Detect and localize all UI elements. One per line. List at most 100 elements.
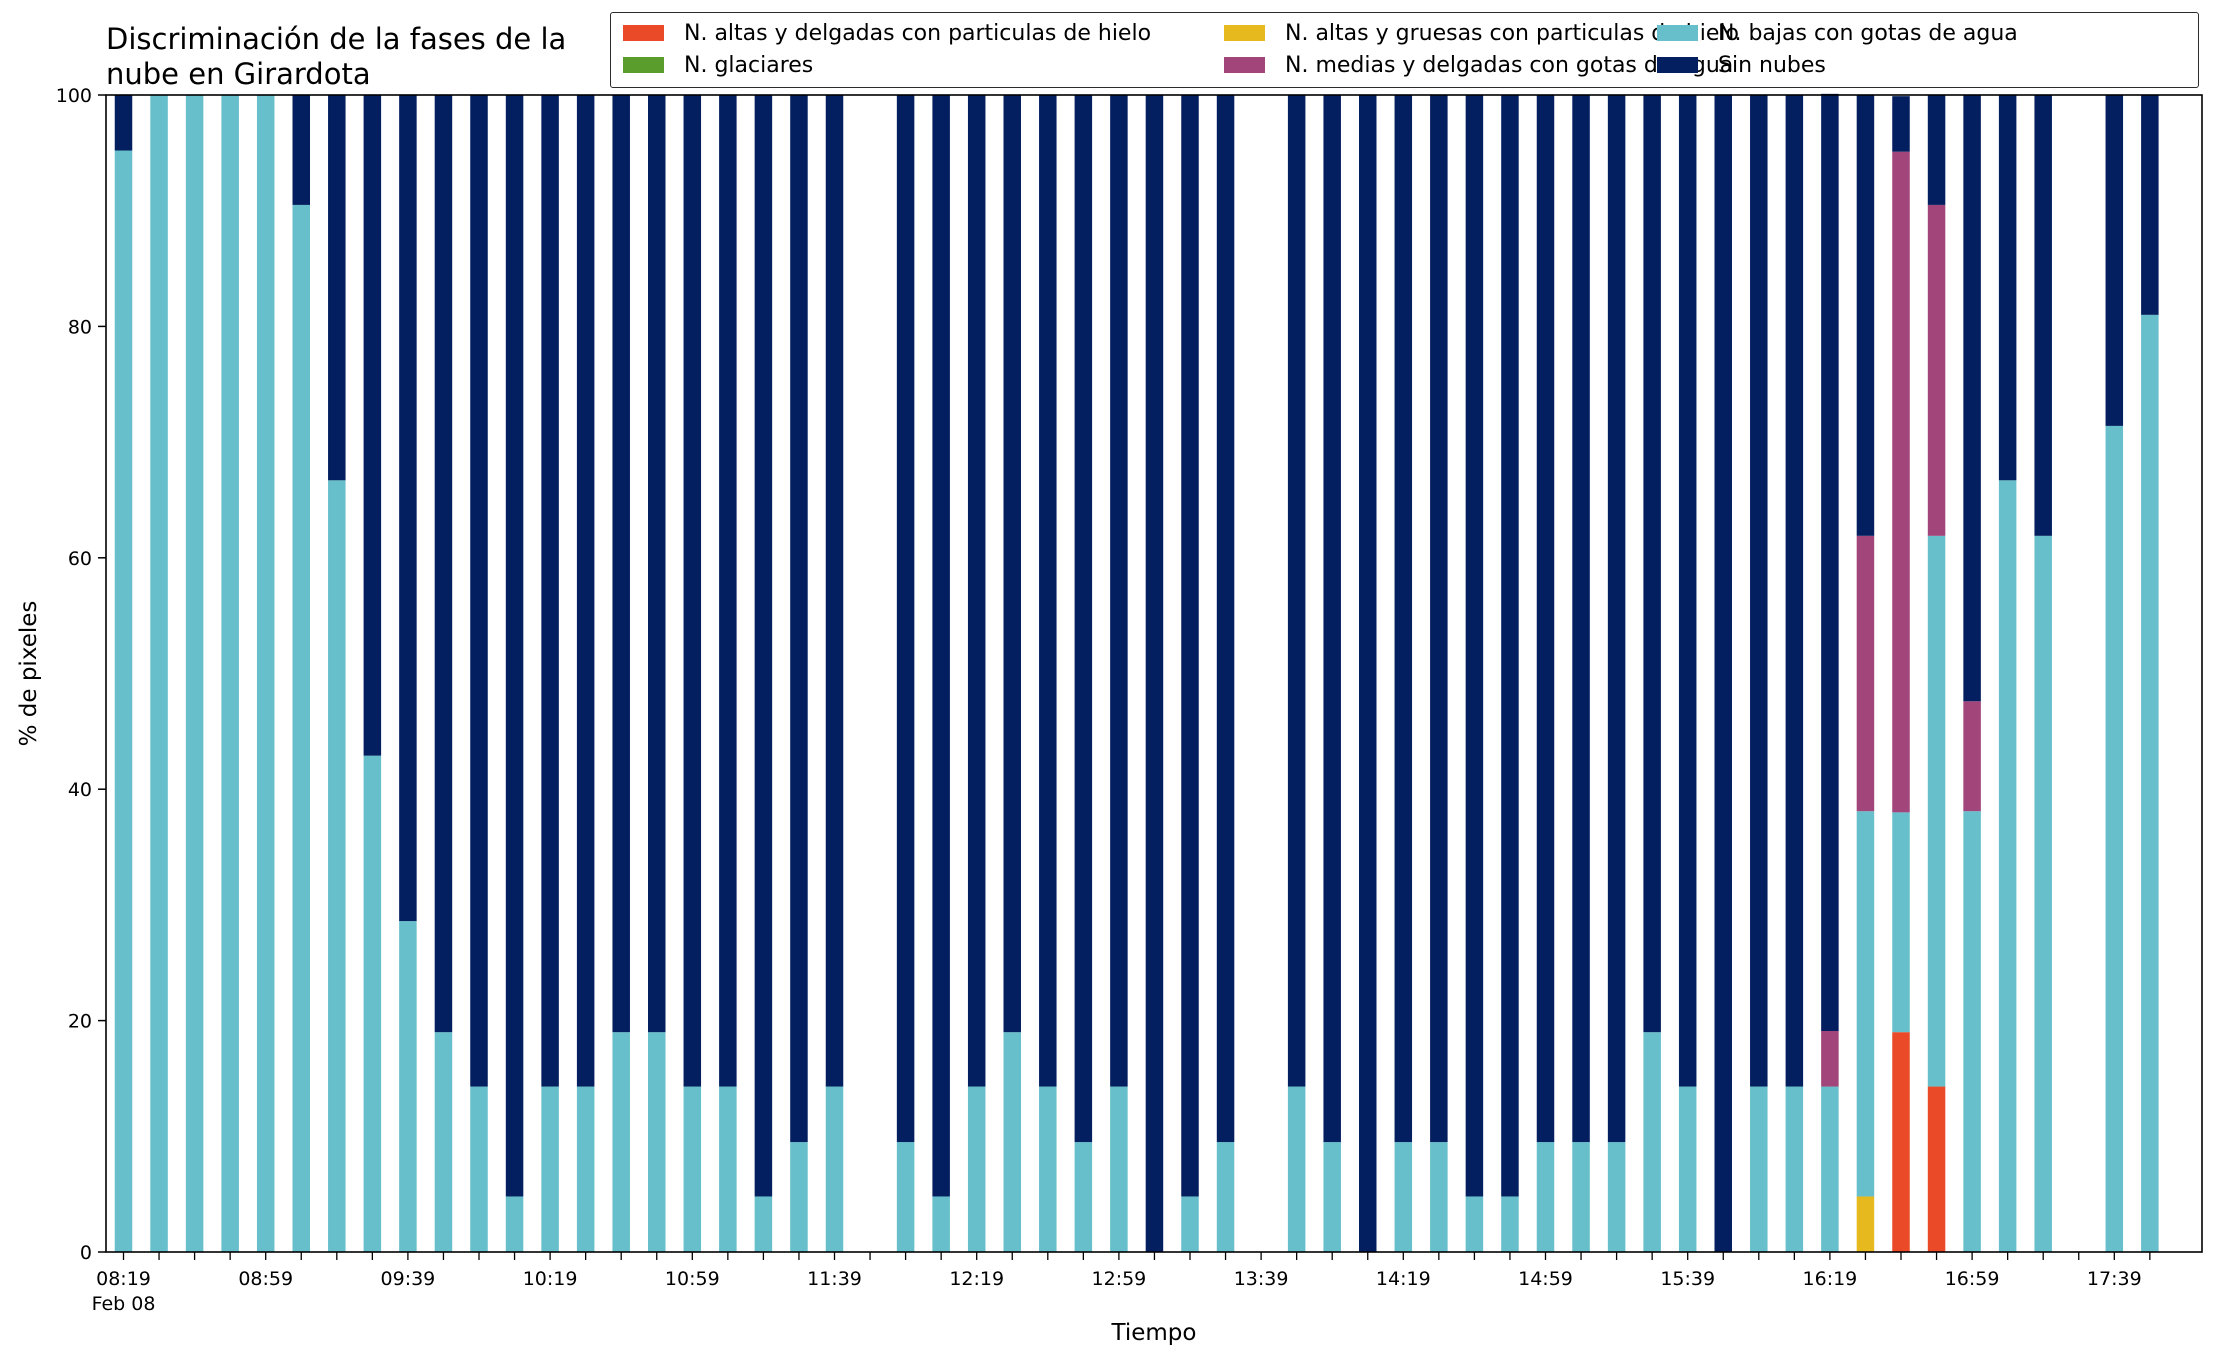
x-tick-label-15:39: 15:39 xyxy=(1660,1268,1715,1290)
x-tick-label-10:19: 10:19 xyxy=(523,1268,578,1290)
bar-segment-50-series-4 xyxy=(1892,151,1910,813)
bar-segment-16-series-5 xyxy=(683,95,702,1087)
bar-segment-26-series-2 xyxy=(1039,1086,1057,1252)
x-tick-sublabel: Feb 08 xyxy=(92,1293,156,1315)
legend-swatch xyxy=(1657,25,1698,41)
bar-segment-33-series-5 xyxy=(1287,95,1306,1087)
bar-segment-11-series-2 xyxy=(505,1196,524,1252)
x-tick-label-08:59: 08:59 xyxy=(238,1268,293,1290)
bar-segment-9-series-5 xyxy=(434,95,453,1033)
y-tick-label-100: 100 xyxy=(56,85,92,107)
bar-segment-24-series-5 xyxy=(967,95,986,1087)
legend-item-3: N. glaciares xyxy=(623,50,813,80)
bar-segment-27-series-5 xyxy=(1074,95,1093,1143)
bar-segment-36-series-2 xyxy=(1394,1142,1413,1252)
bar-segment-52-series-2 xyxy=(1963,811,1981,1252)
x-tick-label-14:19: 14:19 xyxy=(1376,1268,1431,1290)
bar-segment-7-series-5 xyxy=(363,95,382,756)
bar-segment-34-series-5 xyxy=(1323,95,1341,1143)
bar-segment-37-series-2 xyxy=(1430,1142,1448,1252)
bar-segment-25-series-5 xyxy=(1003,95,1021,1033)
legend-swatch xyxy=(1224,57,1265,73)
bar-segment-26-series-5 xyxy=(1039,95,1057,1087)
bar-segment-27-series-2 xyxy=(1074,1142,1093,1252)
x-tick-label-13:39: 13:39 xyxy=(1234,1268,1289,1290)
bar-segment-47-series-2 xyxy=(1785,1086,1804,1252)
bar-segment-4-series-2 xyxy=(256,95,275,1252)
y-axis-label: % de pixeles xyxy=(16,601,42,747)
bar-segment-31-series-5 xyxy=(1216,95,1235,1143)
y-tick-label-80: 80 xyxy=(68,316,92,338)
bar-segment-48-series-4 xyxy=(1821,1031,1839,1087)
bar-segment-50-series-0 xyxy=(1892,1032,1910,1252)
legend-item-5: Sin nubes xyxy=(1657,50,1826,80)
bar-segment-12-series-5 xyxy=(541,95,559,1087)
bar-segment-51-series-5 xyxy=(1927,95,1946,205)
bar-segment-28-series-2 xyxy=(1110,1086,1128,1252)
bar-segment-10-series-2 xyxy=(470,1086,488,1252)
chart-title-line-1: Discriminación de la fases de la xyxy=(106,22,567,56)
bar-segment-51-series-4 xyxy=(1927,204,1946,536)
legend-label: N. altas y delgadas con particulas de hi… xyxy=(684,20,1152,46)
bar-segment-49-series-5 xyxy=(1856,95,1875,536)
bar-segment-48-series-2 xyxy=(1821,1086,1839,1252)
bar-segment-57-series-5 xyxy=(2141,95,2159,315)
bar-segment-25-series-2 xyxy=(1003,1032,1021,1252)
bar-segment-18-series-5 xyxy=(754,95,773,1197)
bar-segment-1-series-2 xyxy=(150,95,168,1252)
bar-segment-43-series-5 xyxy=(1643,95,1661,1033)
bar-segment-38-series-5 xyxy=(1465,95,1484,1197)
bar-segment-11-series-5 xyxy=(505,95,524,1197)
x-tick-label-16:19: 16:19 xyxy=(1803,1268,1858,1290)
bar-segment-41-series-2 xyxy=(1572,1142,1590,1252)
x-tick-label-10:59: 10:59 xyxy=(665,1268,720,1290)
bar-segment-22-series-2 xyxy=(896,1142,915,1252)
bar-segment-23-series-5 xyxy=(932,95,950,1197)
bar-segment-14-series-5 xyxy=(612,95,630,1033)
bar-segment-3-series-2 xyxy=(221,95,239,1252)
bar-segment-47-series-5 xyxy=(1785,95,1804,1087)
bar-segment-15-series-5 xyxy=(648,95,666,1033)
bar-segment-51-series-2 xyxy=(1927,535,1946,1087)
bar-segment-50-series-2 xyxy=(1892,812,1910,1033)
bar-segment-20-series-2 xyxy=(825,1086,844,1252)
bar-segment-5-series-2 xyxy=(292,204,310,1252)
bar-segment-43-series-2 xyxy=(1643,1032,1661,1252)
y-tick-label-40: 40 xyxy=(68,779,92,801)
bar-segment-30-series-5 xyxy=(1181,95,1199,1197)
legend-swatch xyxy=(1657,57,1698,73)
bar-segment-6-series-5 xyxy=(328,95,346,481)
bar-segment-38-series-2 xyxy=(1465,1196,1484,1252)
legend-swatch xyxy=(1224,25,1265,41)
bar-segment-39-series-5 xyxy=(1501,95,1519,1197)
bar-segment-53-series-2 xyxy=(1998,480,2017,1252)
bar-segment-51-series-0 xyxy=(1927,1086,1946,1252)
legend-swatch xyxy=(623,25,664,41)
legend-label: N. bajas con gotas de agua xyxy=(1718,20,2018,46)
legend-label: Sin nubes xyxy=(1718,52,1826,78)
x-tick-label-12:59: 12:59 xyxy=(1092,1268,1147,1290)
bar-segment-49-series-1 xyxy=(1856,1196,1875,1252)
bar-segment-0-series-2 xyxy=(114,150,133,1252)
bar-segment-56-series-2 xyxy=(2105,425,2124,1253)
bar-segment-54-series-2 xyxy=(2034,535,2052,1252)
bar-segment-19-series-2 xyxy=(790,1142,808,1252)
bar-segment-50-series-5 xyxy=(1892,96,1910,152)
bar-segment-44-series-5 xyxy=(1678,95,1697,1087)
bar-segment-14-series-2 xyxy=(612,1032,630,1252)
bar-segment-54-series-5 xyxy=(2034,95,2052,536)
x-axis: 08:19 Feb 08 08:59 09:39 10:19 10:59 11:39 12:1… xyxy=(92,1252,2151,1315)
bar-segment-17-series-5 xyxy=(719,95,737,1087)
bar-segment-42-series-2 xyxy=(1607,1142,1626,1252)
legend-label: N. glaciares xyxy=(684,52,814,78)
bar-segment-34-series-2 xyxy=(1323,1142,1341,1252)
x-tick-label-16:59: 16:59 xyxy=(1945,1268,2000,1290)
bar-segment-23-series-2 xyxy=(932,1196,950,1252)
y-tick-label-60: 60 xyxy=(68,548,92,570)
bar-segment-20-series-5 xyxy=(825,95,844,1087)
bar-segment-46-series-2 xyxy=(1750,1086,1768,1252)
y-tick-label-0: 0 xyxy=(80,1242,92,1264)
bar-segment-0-series-5 xyxy=(114,95,133,151)
x-tick-label-14:59: 14:59 xyxy=(1518,1268,1573,1290)
